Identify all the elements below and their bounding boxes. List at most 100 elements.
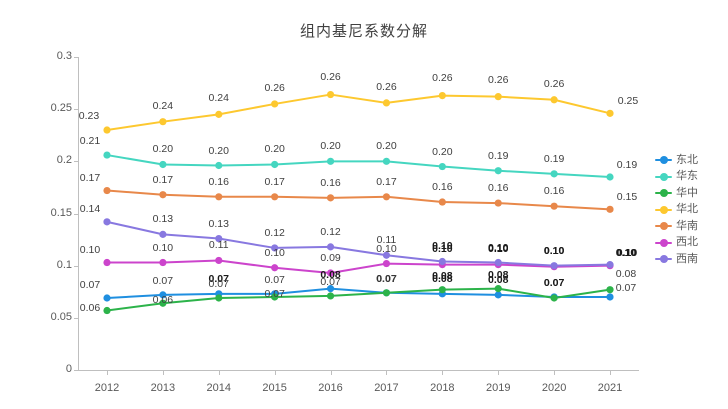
- series-point-华东: [606, 173, 614, 181]
- x-tick-label: 2019: [485, 382, 511, 394]
- data-label: 0.20: [320, 140, 341, 153]
- series-point-华南: [103, 186, 111, 195]
- data-label: 0.23: [78, 110, 100, 123]
- data-label: 0.19: [616, 158, 638, 171]
- series-point-东北: [494, 291, 502, 299]
- data-label: 0.15: [616, 191, 638, 204]
- series-point-华中: [159, 299, 167, 307]
- x-tick-mark: [218, 371, 220, 375]
- series-line-华东: [106, 154, 611, 178]
- series-point-华中: [382, 289, 391, 297]
- data-label: 0.10: [432, 240, 453, 253]
- series-point-华中: [326, 292, 335, 300]
- legend: 东北 华东华中 华北 华南西北西南: [655, 152, 728, 268]
- chart-title: 组内基尼系数分解: [299, 23, 428, 40]
- x-tick-mark: [330, 371, 332, 375]
- series-point-西南: [494, 258, 502, 267]
- data-label: 0.26: [320, 70, 341, 83]
- series-line-华南: [106, 189, 611, 211]
- series-point-华东: [382, 157, 391, 165]
- data-label: 0.08: [488, 268, 509, 281]
- data-label: 0.07: [264, 273, 285, 286]
- x-tick-mark: [554, 371, 556, 375]
- series-line-东北: [106, 287, 611, 300]
- data-label: 0.17: [152, 173, 174, 186]
- series-point-华南: [438, 198, 446, 206]
- data-label: 0.06: [152, 294, 174, 307]
- series-point-东北: [326, 285, 335, 293]
- y-tick-label: 0: [65, 363, 72, 375]
- data-label: 0.10: [152, 241, 174, 254]
- data-label: 0.07: [79, 279, 101, 291]
- series-point-华南: [326, 194, 335, 202]
- series-point-华东: [438, 162, 446, 171]
- data-label: 0.08: [615, 267, 637, 280]
- series-point-华北: [438, 92, 446, 100]
- x-tick-label: 2013: [150, 382, 176, 394]
- series-point-西南: [550, 262, 558, 270]
- data-label: 0.10: [79, 243, 101, 256]
- data-label: 0.07: [376, 272, 397, 285]
- y-tick-mark: [74, 370, 78, 371]
- x-tick-label: 2021: [597, 382, 623, 394]
- series-point-西南: [215, 234, 223, 243]
- data-label: 0.17: [79, 171, 101, 184]
- data-label: 0.06: [79, 301, 101, 314]
- data-label: 0.07: [615, 281, 637, 294]
- series-point-华中: [103, 306, 111, 315]
- data-label: 0.10: [543, 244, 565, 257]
- legend-item-华北[interactable]: 华北: [655, 202, 728, 219]
- data-label: 0.26: [432, 71, 453, 84]
- legend-label: 华东: [676, 170, 698, 183]
- series-point-华南: [494, 199, 502, 207]
- series-point-东北: [606, 293, 614, 301]
- data-label: 0.10: [543, 244, 565, 257]
- series-point-华北: [326, 90, 335, 99]
- legend-marker-icon: [655, 156, 672, 165]
- legend-marker-icon: [655, 238, 672, 247]
- data-label: 0.10: [615, 246, 637, 259]
- data-label: 0.10: [264, 246, 285, 259]
- series-point-华南: [606, 205, 614, 213]
- legend-item-华东[interactable]: 华东: [655, 169, 728, 186]
- data-label: 0.08: [432, 272, 453, 285]
- x-tick-mark: [442, 371, 444, 375]
- series-point-华北: [271, 100, 279, 108]
- series-point-华中: [215, 294, 223, 302]
- series-point-西南: [159, 230, 167, 238]
- data-label: 0.19: [543, 152, 565, 165]
- y-tick-label: 0.3: [56, 50, 72, 62]
- x-tick-label: 2018: [430, 382, 455, 394]
- legend-label: 西北: [676, 236, 698, 249]
- series-point-西北: [326, 269, 335, 277]
- legend-marker-icon: [655, 189, 672, 198]
- legend-label: 华南: [676, 219, 698, 232]
- series-point-西南: [103, 218, 111, 226]
- y-tick-label: 0.2: [56, 154, 72, 167]
- series-point-华南: [550, 202, 558, 210]
- legend-label: 西南: [676, 252, 698, 265]
- series-point-华中: [550, 294, 558, 302]
- x-tick-mark: [162, 371, 164, 375]
- data-label: 0.26: [543, 77, 565, 90]
- series-point-西南: [438, 257, 446, 266]
- legend-item-西南[interactable]: 西南: [655, 251, 728, 268]
- legend-item-西北[interactable]: 西北: [655, 235, 728, 252]
- data-label: 0.13: [208, 217, 229, 230]
- legend-item-华南[interactable]: 华南: [655, 218, 728, 235]
- x-tick-label: 2015: [262, 382, 287, 394]
- y-tick-mark: [74, 317, 78, 319]
- data-label: 0.26: [264, 81, 285, 94]
- y-tick-mark: [74, 161, 78, 163]
- legend-item-华中[interactable]: 华中: [655, 185, 728, 202]
- data-label: 0.24: [208, 92, 229, 105]
- legend-item-东北[interactable]: 东北: [655, 152, 728, 169]
- data-label: 0.17: [264, 175, 285, 188]
- data-label: 0.08: [320, 268, 341, 281]
- series-point-华南: [382, 193, 391, 201]
- data-label: 0.07: [320, 275, 341, 288]
- data-label: 0.09: [320, 251, 341, 264]
- y-tick-label: 0.05: [50, 310, 72, 323]
